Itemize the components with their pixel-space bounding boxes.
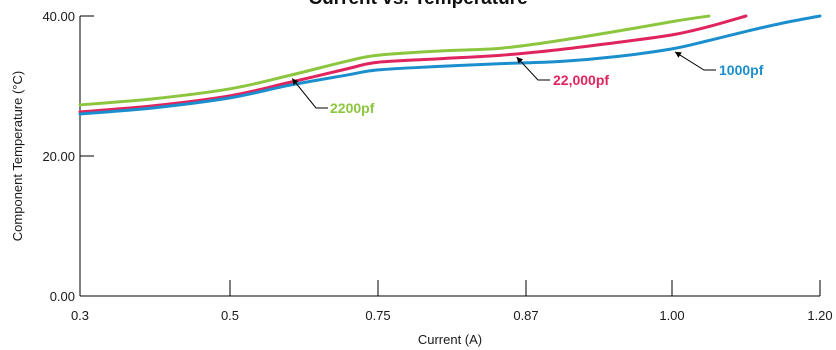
series-line-1000pf — [78, 14, 822, 116]
series-label: 22,000pf — [553, 72, 609, 88]
x-ticks: 0.3 0.5 0.75 0.87 1.00 1.20 — [71, 280, 833, 323]
arrow-icon — [516, 57, 524, 64]
series-leader-line — [291, 78, 328, 109]
x-tick-label: 0.87 — [513, 308, 538, 323]
series-line-2200pf — [78, 14, 711, 107]
x-tick-label: 0.75 — [365, 308, 390, 323]
y-tick-label: 20.00 — [42, 149, 75, 164]
y-axis-title: Component Temperature (°C) — [10, 71, 25, 241]
series-leader-line — [516, 56, 550, 81]
x-tick-label: 0.5 — [221, 308, 239, 323]
series-label: 2200pf — [330, 100, 375, 116]
x-tick-label: 1.00 — [659, 308, 684, 323]
arrow-icon — [675, 51, 682, 58]
series-line-22000pf — [78, 14, 748, 114]
series-leader-line — [674, 51, 716, 71]
x-tick-label: 1.20 — [807, 308, 832, 323]
chart-title: Current vs. Temperature — [308, 0, 527, 9]
x-tick-label: 0.3 — [71, 308, 89, 323]
series-lines — [78, 14, 822, 116]
series-label: 1000pf — [719, 62, 764, 78]
arrow-icon — [292, 78, 299, 86]
x-axis-title: Current (A) — [418, 332, 482, 347]
series-labels: 2200pf 22,000pf 1000pf — [291, 51, 764, 116]
y-tick-label: 0.00 — [50, 289, 75, 304]
y-ticks: 0.00 20.00 40.00 — [42, 9, 94, 304]
y-tick-label: 40.00 — [42, 9, 75, 24]
